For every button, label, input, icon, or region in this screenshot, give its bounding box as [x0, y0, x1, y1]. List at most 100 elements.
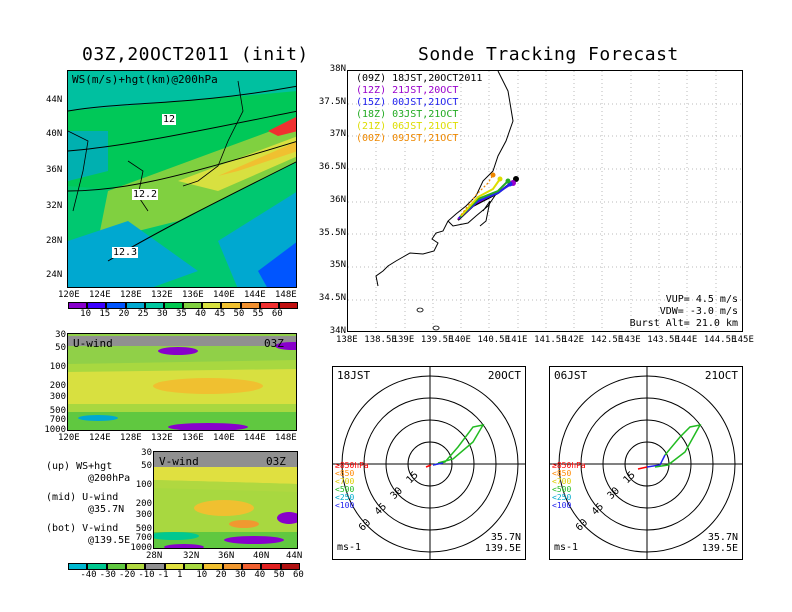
- ring-label: 60: [357, 517, 373, 533]
- uwind-field: [68, 334, 296, 430]
- v-colorbar: [68, 563, 300, 570]
- launch-utc: (00Z): [356, 133, 387, 144]
- lon-tick: 141.5E: [534, 335, 567, 345]
- pressure-legend-item: <250: [552, 493, 572, 502]
- colorbar-swatch: [183, 563, 204, 570]
- colorbar-swatch: [280, 563, 300, 570]
- colorbar-label: 35: [176, 309, 187, 319]
- hodograph-date: 21OCT: [704, 369, 738, 382]
- launch-jst: 09JST,21OCT: [386, 133, 459, 144]
- pressure-legend-item: <700: [552, 477, 572, 486]
- lon-tick: 120E: [58, 433, 80, 443]
- launch-legend-item: (21Z) 06JST,21OCT: [356, 121, 482, 133]
- colorbar-label: 55: [252, 309, 264, 319]
- lon-tick: 124E: [89, 433, 111, 443]
- ring-label: 30: [606, 486, 622, 502]
- colorbar-swatch: [164, 563, 184, 570]
- lon-tick: 142E: [562, 335, 585, 345]
- lon-tick: 148E: [275, 290, 297, 300]
- track-map-field: [348, 71, 742, 331]
- lat-tick: 28N: [146, 551, 163, 561]
- vwind-p-axis: 30 50 100 200 300 500 700 1000: [124, 448, 152, 553]
- p-tick: 700: [135, 533, 152, 543]
- lon-tick: 144E: [244, 290, 266, 300]
- uwind-p-axis: 30 50 100 200 300 500 700 1000: [38, 330, 66, 435]
- hodograph-trace: [637, 466, 648, 470]
- colorbar-label: 10: [196, 570, 208, 580]
- hodograph-panel: 15 30 45 60 06JST 21OCT ms-1 35.7N 139.5E ≥850hPa…: [549, 366, 743, 560]
- colorbar-swatch: [106, 302, 126, 309]
- lat-tick: 36N: [329, 194, 346, 205]
- v-colorbar-labels: -40 -30 -20 -10 -1 1 10 20 30 40 50 60: [68, 570, 304, 582]
- colorbar-label: 45: [214, 309, 226, 319]
- colorbar-label: -1: [157, 570, 169, 580]
- ws-map-panel: WS(m/s)+hgt(km)@200hPa 12 12.2 12.3: [67, 70, 297, 288]
- lon-tick: 120E: [58, 290, 80, 300]
- colorbar-swatch: [203, 563, 223, 570]
- p-tick: 700: [49, 415, 66, 425]
- p-tick: 100: [49, 362, 66, 372]
- contour-label: 12.2: [132, 189, 159, 200]
- launch-jst: 00JST,21OCT: [386, 97, 459, 108]
- colorbar-swatch: [87, 302, 107, 309]
- lat-tick: 40N: [253, 551, 270, 561]
- lon-tick: 136E: [182, 433, 204, 443]
- colorbar-swatch: [68, 302, 88, 309]
- lon-tick: 124E: [89, 290, 111, 300]
- colorbar-swatch: [125, 563, 146, 570]
- colorbar-swatch: [278, 302, 299, 309]
- colorbar-swatch: [163, 302, 184, 309]
- p-tick: 100: [135, 480, 152, 490]
- lat-tick: 32N: [46, 201, 63, 211]
- p-tick: 300: [135, 510, 152, 520]
- colorbar-swatch: [68, 563, 88, 570]
- hodograph-time: 18JST: [337, 369, 371, 382]
- hodograph-panel: 15 30 45 60 18JST 20OCT ms-1 35.7N 139.5E ≥850hPa…: [332, 366, 526, 560]
- launch-legend: (09Z) 18JST,20OCT2011 (12Z) 21JST,20OCT (1…: [356, 73, 482, 145]
- hodograph-trace: [432, 423, 485, 466]
- lat-tick: 34N: [329, 325, 346, 336]
- p-tick: 50: [55, 343, 66, 353]
- hodograph-trace: [654, 423, 702, 468]
- lon-tick: 138E: [336, 335, 358, 345]
- lat-tick: 35.5N: [318, 227, 346, 238]
- lon-tick: 143.5E: [647, 335, 680, 345]
- colorbar-label: -20: [119, 570, 136, 580]
- colorbar-label: -10: [138, 570, 155, 580]
- ring-label: 15: [405, 470, 421, 486]
- launch-utc: (09Z): [356, 73, 387, 84]
- track-map-panel: (09Z) 18JST,20OCT2011 (12Z) 21JST,20OCT (1…: [347, 70, 743, 332]
- hodograph-lat: 35.7N: [707, 532, 738, 543]
- p-tick: 200: [49, 381, 66, 391]
- ring-label: 15: [622, 470, 638, 486]
- vwind-panel: V-wind 03Z: [153, 451, 298, 549]
- lat-tick: 44N: [286, 551, 303, 561]
- lat-tick: 32N: [183, 551, 200, 561]
- ring-label: 45: [373, 501, 389, 517]
- lat-tick: 35N: [329, 260, 346, 271]
- launch-legend-item: (12Z) 21JST,20OCT: [356, 85, 482, 97]
- lon-tick: 141E: [505, 335, 528, 345]
- lat-tick: 37N: [329, 129, 346, 140]
- lat-tick: 40N: [46, 129, 63, 139]
- hodograph-trace: [432, 462, 444, 466]
- hodograph-unit: ms-1: [337, 542, 362, 553]
- uwind-time: 03Z: [264, 337, 284, 350]
- vwind-lat-axis: 28N 32N 36N 40N 44N: [146, 551, 306, 563]
- ring-label: 30: [389, 486, 405, 502]
- pressure-legend-item: ≥850hPa: [552, 461, 586, 470]
- lon-tick: 144E: [244, 433, 266, 443]
- lat-tick: 38N: [329, 64, 346, 74]
- colorbar-label: 10: [80, 309, 91, 319]
- colorbar-label: 40: [195, 309, 206, 319]
- note-up-line2: @200hPa: [88, 473, 131, 484]
- lon-tick: 143E: [619, 335, 641, 345]
- note-bot-line2: @139.5E: [88, 535, 131, 546]
- colorbar-label: 1: [177, 570, 183, 580]
- param-burst: Burst Alt= 21.0 km: [629, 318, 738, 329]
- pressure-legend: ≥850hPa <850 <700 <500 <250 <100: [335, 462, 369, 510]
- lon-tick: 140E: [449, 335, 471, 345]
- colorbar-swatch: [106, 563, 126, 570]
- track-lat-axis: 38N 37.5N 37N 36.5N 36N 35.5N 35N 34.5N 34N: [316, 64, 346, 339]
